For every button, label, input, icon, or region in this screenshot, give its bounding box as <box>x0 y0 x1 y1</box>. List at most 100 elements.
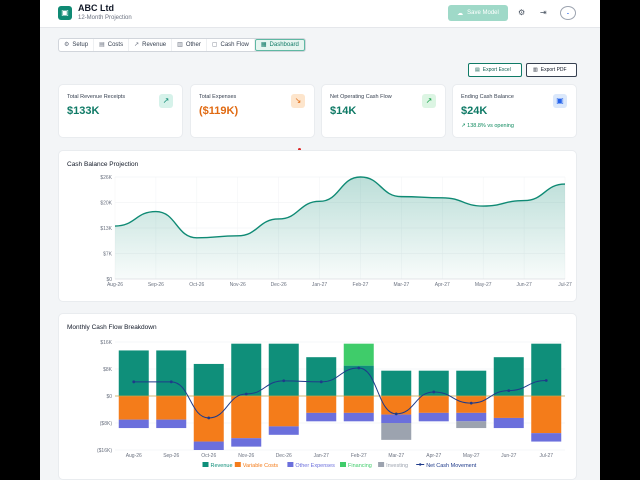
bar-variable-costs <box>268 396 299 427</box>
tab-revenue[interactable]: ↗ Revenue <box>129 39 173 51</box>
kpi-value: $14K <box>330 105 357 117</box>
legend-swatch <box>234 462 241 467</box>
x-tick-label: Aug-26 <box>126 453 142 459</box>
section-tabs: ⚙ Setup ▤ Costs ↗ Revenue ▥ Other ▢ Cash Flow ▦ Das… <box>58 38 306 52</box>
tab-label: Revenue <box>142 42 167 48</box>
save-model-button[interactable]: ☁ Save Model <box>448 5 508 21</box>
tab-icon: ▦ <box>260 42 267 48</box>
y-tick-label: $26K <box>100 175 112 181</box>
kpi-value: $133K <box>67 105 100 117</box>
net-cash-point <box>469 401 473 405</box>
kpi-value: ($119K) <box>199 105 239 117</box>
tab-other[interactable]: ▥ Other <box>172 39 207 51</box>
legend-label: Investing <box>386 463 408 469</box>
bar-other-expenses <box>493 417 524 429</box>
wallet-icon: ▣ <box>553 94 567 108</box>
bar-other-expenses <box>381 414 412 423</box>
bar-other-expenses <box>268 426 299 435</box>
export-pdf-button[interactable]: ▥ Export PDF <box>526 63 577 77</box>
kpi-card-expenses: Total Expenses ($119K) ↘ <box>190 84 315 138</box>
kpi-card-net-cash-flow: Net Operating Cash Flow $14K ↗ <box>321 84 446 138</box>
x-tick-label: Mar-27 <box>388 453 404 459</box>
legend-item: Investing <box>378 462 408 469</box>
chart-title: Cash Balance Projection <box>67 161 139 168</box>
bar-variable-costs <box>343 396 374 413</box>
chart-title: Monthly Cash Flow Breakdown <box>67 324 157 331</box>
bar-revenue <box>343 365 374 396</box>
app-window: ▣ ABC Ltd 12-Month Projection ☁ Save Mod… <box>40 0 600 480</box>
bar-financing <box>343 343 374 366</box>
bar-other-expenses <box>306 412 337 422</box>
x-tick-label: Jul-27 <box>558 282 572 288</box>
x-tick-label: Apr-27 <box>435 282 450 288</box>
bar-investing <box>456 421 487 429</box>
x-tick-label: Feb-27 <box>353 282 369 288</box>
legend-label: Financing <box>348 463 372 469</box>
x-tick-label: Apr-27 <box>426 453 441 459</box>
bar-revenue <box>193 363 224 396</box>
bar-other-expenses <box>193 441 224 450</box>
y-tick-label: $20K <box>100 201 112 207</box>
bar-other-expenses <box>118 419 149 429</box>
app-logo-icon: ▣ <box>58 6 72 20</box>
tab-icon: ▥ <box>177 42 183 48</box>
bar-other-expenses <box>343 412 374 422</box>
x-tick-label: Nov-26 <box>238 453 254 459</box>
y-tick-label: ($8K) <box>100 421 113 427</box>
cash-flow-breakdown-panel: Monthly Cash Flow Breakdown $16K $8K $0 ($8… <box>58 313 577 480</box>
net-cash-point <box>244 392 248 396</box>
logout-icon[interactable]: ⇥ <box>540 8 547 17</box>
net-cash-point <box>394 412 398 416</box>
area-fill <box>115 177 565 279</box>
bar-other-expenses <box>531 433 562 442</box>
legend-item: Revenue <box>202 462 233 469</box>
x-tick-label: Oct-26 <box>189 282 204 288</box>
kpi-label: Net Operating Cash Flow <box>330 94 392 100</box>
bar-revenue <box>156 350 187 396</box>
bar-other-expenses <box>456 412 487 422</box>
export-pdf-label: Export PDF <box>540 67 567 73</box>
net-cash-point <box>432 390 436 394</box>
company-name: ABC Ltd <box>78 3 114 13</box>
y-tick-label: $0 <box>106 394 112 400</box>
kpi-label: Ending Cash Balance <box>461 94 514 100</box>
bar-variable-costs <box>493 396 524 418</box>
legend-label: Other Expenses <box>295 463 335 469</box>
bar-variable-costs <box>418 396 449 413</box>
kpi-label: Total Expenses <box>199 94 237 100</box>
bar-revenue <box>381 370 412 396</box>
kpi-label: Total Revenue Receipts <box>67 94 126 100</box>
bar-revenue <box>306 357 337 396</box>
legend-item: Variable Costs <box>234 462 279 469</box>
x-tick-label: Jan-27 <box>312 282 328 288</box>
tab-dashboard[interactable]: ▦ Dashboard <box>254 39 305 51</box>
tab-costs[interactable]: ▤ Costs <box>94 39 130 51</box>
legend-swatch <box>378 462 385 467</box>
tab-label: Costs <box>107 42 124 48</box>
bar-variable-costs <box>381 396 412 415</box>
y-tick-label: $7K <box>103 252 113 258</box>
gear-icon[interactable]: ⚙ <box>518 8 526 17</box>
bar-variable-costs <box>231 396 262 439</box>
cloud-save-icon: ☁ <box>457 10 464 17</box>
pdf-file-icon: ▥ <box>533 67 538 73</box>
tab-setup[interactable]: ⚙ Setup <box>59 39 95 51</box>
x-tick-label: Mar-27 <box>393 282 409 288</box>
net-cash-point <box>544 379 548 382</box>
legend-swatch <box>202 462 209 467</box>
legend-label: Variable Costs <box>243 463 279 469</box>
kpi-change-text: ↗ 138.8% vs opening <box>461 123 514 129</box>
save-model-label: Save Model <box>467 10 499 16</box>
tab-cash-flow[interactable]: ▢ Cash Flow <box>207 39 255 51</box>
tab-icon: ⚙ <box>64 42 70 48</box>
x-tick-label: Aug-26 <box>107 282 123 288</box>
y-tick-label: ($16K) <box>97 448 112 454</box>
series-line <box>114 176 566 239</box>
net-cash-point <box>319 380 323 384</box>
legend-label: Revenue <box>211 463 233 469</box>
legend-line-marker <box>419 463 422 466</box>
kpi-card-revenue: Total Revenue Receipts $133K ↗ <box>58 84 183 138</box>
export-excel-button[interactable]: ▤ Export Excel <box>468 63 522 77</box>
x-tick-label: Oct-26 <box>201 453 216 459</box>
x-tick-label: Dec-26 <box>271 282 287 288</box>
